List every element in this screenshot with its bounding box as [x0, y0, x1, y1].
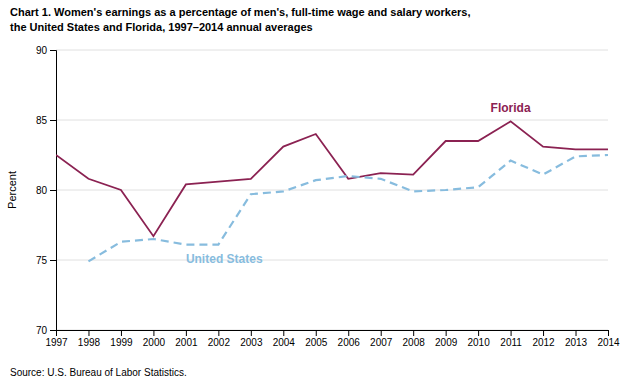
x-tick-mark: [381, 330, 382, 336]
x-tick-label: 2014: [597, 337, 620, 348]
x-tick-label: 2008: [403, 337, 426, 348]
y-tick-mark: [50, 330, 56, 331]
grid-line: [56, 120, 608, 121]
x-tick: 2003: [240, 330, 263, 348]
line-labels: Florida United States: [186, 101, 531, 265]
y-tick: 85: [36, 115, 56, 126]
y-tick: 80: [36, 185, 56, 196]
x-tick-mark: [186, 330, 187, 336]
x-tick-mark: [121, 330, 122, 336]
x-axis: 1997 1998 1999 2000 2001 2002 2003 2004 2005 2006…: [45, 330, 620, 348]
y-tick-mark: [50, 190, 56, 191]
y-tick: 75: [36, 255, 56, 266]
y-tick-mark: [50, 50, 56, 51]
source: Source: U.S. Bureau of Labor Statistics.: [10, 367, 187, 378]
x-tick-mark: [478, 330, 479, 336]
x-tick: 2010: [467, 330, 490, 348]
x-tick: 1997: [45, 330, 68, 348]
x-tick-mark: [446, 330, 447, 336]
x-tick: 1999: [110, 330, 133, 348]
y-axis-title: Percent: [6, 171, 18, 209]
y-tick-label: 75: [36, 255, 48, 266]
x-tick-label: 1998: [78, 337, 101, 348]
y-tick-label: 85: [36, 115, 48, 126]
y-axis-line: [50, 51, 57, 331]
x-tick: 2002: [208, 330, 231, 348]
x-tick-label: 1997: [45, 337, 68, 348]
grid: [56, 50, 608, 330]
x-tick-mark: [218, 330, 219, 336]
grid-line: [56, 260, 608, 261]
x-axis-line: [57, 331, 609, 337]
x-tick-label: 1999: [110, 337, 133, 348]
grid-line: [56, 50, 608, 51]
y-axis: 70 75 80 85 90: [36, 45, 57, 336]
x-tick-mark: [348, 330, 349, 336]
x-tick-mark: [251, 330, 252, 336]
x-tick: 2004: [273, 330, 296, 348]
x-tick-mark: [608, 330, 609, 336]
grid-line: [56, 190, 608, 191]
x-tick: 2006: [338, 330, 361, 348]
x-tick-label: 2012: [532, 337, 555, 348]
y-tick-label: 90: [36, 45, 48, 56]
x-tick: 2008: [403, 330, 426, 348]
x-tick-mark: [88, 330, 89, 336]
x-tick-label: 2013: [565, 337, 588, 348]
x-tick-label: 2005: [305, 337, 328, 348]
series-label: Florida: [491, 101, 531, 115]
chart: Chart 1. Women's earnings as a percentag…: [0, 0, 632, 384]
x-tick-label: 2009: [435, 337, 458, 348]
x-tick: 2012: [532, 330, 555, 348]
x-tick-mark: [283, 330, 284, 336]
x-tick-mark: [543, 330, 544, 336]
x-tick-mark: [511, 330, 512, 336]
x-tick: 2000: [143, 330, 166, 348]
x-tick: 1998: [78, 330, 101, 348]
y-tick: 90: [36, 45, 56, 56]
x-tick: 2007: [370, 330, 393, 348]
y-tick: 70: [36, 325, 56, 336]
y-tick-label: 80: [36, 185, 48, 196]
x-tick-label: 2006: [338, 337, 361, 348]
x-tick-label: 2003: [240, 337, 263, 348]
y-tick-mark: [50, 260, 56, 261]
x-tick: 2005: [305, 330, 328, 348]
x-tick-label: 2007: [370, 337, 393, 348]
x-tick: 2009: [435, 330, 458, 348]
y-tick-mark: [50, 120, 56, 121]
x-tick-label: 2004: [273, 337, 296, 348]
x-tick: 2013: [565, 330, 588, 348]
x-tick-label: 2010: [467, 337, 490, 348]
series-label: United States: [186, 252, 263, 266]
x-tick-mark: [576, 330, 577, 336]
plot-area: [56, 121, 608, 261]
x-tick-label: 2001: [175, 337, 198, 348]
x-tick-label: 2000: [143, 337, 166, 348]
y-tick-label: 70: [36, 325, 48, 336]
x-tick-label: 2002: [208, 337, 231, 348]
subtitle: the United States and Florida, 1997–2014…: [10, 21, 313, 33]
x-tick: 2011: [500, 330, 522, 348]
x-tick-mark: [153, 330, 154, 336]
x-tick: 2001: [175, 330, 198, 348]
title: Chart 1. Women's earnings as a percentag…: [10, 6, 470, 18]
x-tick: 2014: [597, 330, 620, 348]
x-tick-mark: [316, 330, 317, 336]
x-tick-mark: [413, 330, 414, 336]
series-line: [88, 155, 608, 261]
x-tick-label: 2011: [500, 337, 522, 348]
